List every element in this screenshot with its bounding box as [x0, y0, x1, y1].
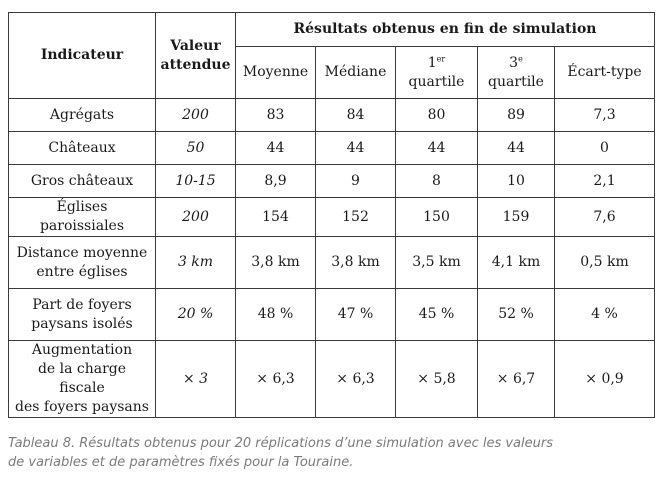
- header-q1: 1er quartile: [395, 46, 478, 99]
- mean-cell: 3,8 km: [235, 236, 316, 289]
- indicator-cell: Châteaux: [8, 131, 156, 165]
- std-cell: 2,1: [554, 164, 655, 198]
- table-row: Châteaux 50 44 44 44 44 0: [8, 131, 655, 165]
- median-cell: 44: [315, 131, 396, 165]
- header-q1-sup: er: [436, 53, 446, 63]
- median-cell: 84: [315, 98, 396, 132]
- std-cell: 7,3: [554, 98, 655, 132]
- header-q3-sup: e: [518, 53, 523, 63]
- indicator-label-line1: Augmentation: [31, 342, 133, 358]
- indicator-cell: Agrégats: [8, 98, 156, 132]
- q1-cell: 150: [395, 197, 478, 237]
- table-row: Part de foyers paysans isolés 20 % 48 % …: [8, 288, 655, 341]
- expected-cell: × 3: [155, 340, 236, 418]
- table-row: Distance moyenne entre églises 3 km 3,8 …: [8, 236, 655, 289]
- expected-cell: 3 km: [155, 236, 236, 289]
- caption-line2: de variables et de paramètres fixés pour…: [8, 455, 354, 470]
- expected-cell: 200: [155, 197, 236, 237]
- header-row-columns: Moyenne Médiane 1er quartile 3e quartile…: [9, 46, 655, 99]
- std-cell: 4 %: [554, 288, 655, 341]
- std-cell: 0,5 km: [554, 236, 655, 289]
- indicator-label: Agrégats: [49, 106, 115, 123]
- q3-cell: 89: [477, 98, 555, 132]
- indicator-label-line1: Part de foyers: [32, 296, 132, 313]
- header-expected: Valeur attendue: [155, 12, 236, 99]
- std-cell: 7,6: [554, 197, 655, 237]
- q3-cell: 4,1 km: [477, 236, 555, 289]
- q3-cell: 159: [477, 197, 555, 237]
- indicator-label-line3: des foyers paysans: [15, 399, 149, 415]
- header-q3-num: 3: [509, 54, 519, 71]
- header-mean-label: Moyenne: [242, 64, 309, 80]
- header-q1-num: 1: [427, 54, 437, 71]
- q1-cell: 3,5 km: [395, 236, 478, 289]
- q3-cell: 52 %: [477, 288, 555, 341]
- indicator-cell: Part de foyers paysans isolés: [8, 288, 156, 341]
- header-expected-line1: Valeur: [170, 37, 221, 54]
- mean-cell: 83: [235, 98, 316, 132]
- expected-cell: 200: [155, 98, 236, 132]
- median-cell: × 6,3: [315, 340, 396, 418]
- header-indicator-label: Indicateur: [40, 47, 124, 63]
- header-indicator: Indicateur: [8, 12, 156, 99]
- mean-cell: 48 %: [235, 288, 316, 341]
- table-row: Agrégats 200 83 84 80 89 7,3: [8, 98, 655, 132]
- mean-cell: 44: [235, 131, 316, 165]
- indicator-label: Gros châteaux: [30, 172, 134, 189]
- indicator-label-line2: paysans isolés: [31, 315, 133, 332]
- q1-cell: 44: [395, 131, 478, 165]
- indicator-label-line1: Distance moyenne: [16, 244, 148, 261]
- header-q3: 3e quartile: [477, 46, 555, 99]
- median-cell: 9: [315, 164, 396, 198]
- q1-cell: 45 %: [395, 288, 478, 341]
- indicator-cell: Églises paroissiales: [8, 197, 156, 237]
- header-row-group: Indicateur Valeur attendue Résultats obt…: [8, 12, 655, 99]
- mean-cell: × 6,3: [235, 340, 316, 418]
- median-cell: 152: [315, 197, 396, 237]
- mean-cell: 154: [235, 197, 316, 237]
- expected-cell: 50: [155, 131, 236, 165]
- header-median-label: Médiane: [324, 64, 387, 80]
- table-row: Églises paroissiales 200 154 152 150 159…: [8, 197, 655, 237]
- caption-line1: Tableau 8. Résultats obtenus pour 20 rép…: [8, 436, 553, 451]
- median-cell: 47 %: [315, 288, 396, 341]
- q3-cell: × 6,7: [477, 340, 555, 418]
- expected-cell: 20 %: [155, 288, 236, 341]
- indicator-cell: Gros châteaux: [8, 164, 156, 198]
- mean-cell: 8,9: [235, 164, 316, 198]
- header-results-group: Résultats obtenus en fin de simulation: [235, 12, 655, 47]
- results-table: Indicateur Valeur attendue Résultats obt…: [8, 12, 655, 418]
- header-median: Médiane: [315, 46, 396, 99]
- table-caption: Tableau 8. Résultats obtenus pour 20 rép…: [8, 434, 654, 472]
- indicator-cell: Augmentation de la charge fiscale des fo…: [8, 340, 156, 418]
- header-std: Écart-type: [554, 46, 655, 99]
- header-std-label: Écart-type: [567, 64, 642, 80]
- q1-cell: 80: [395, 98, 478, 132]
- header-q1-word: quartile: [408, 73, 465, 90]
- q3-cell: 44: [477, 131, 555, 165]
- indicator-label-line2: entre églises: [36, 263, 128, 280]
- std-cell: × 0,9: [554, 340, 655, 418]
- header-mean: Moyenne: [235, 46, 316, 99]
- header-expected-line2: attendue: [160, 56, 231, 73]
- table-row: Augmentation de la charge fiscale des fo…: [8, 340, 655, 418]
- header-q3-word: quartile: [488, 73, 544, 90]
- indicator-label: Châteaux: [48, 139, 116, 156]
- q1-cell: × 5,8: [395, 340, 478, 418]
- table-row: Gros châteaux 10-15 8,9 9 8 10 2,1: [8, 164, 655, 198]
- expected-cell: 10-15: [155, 164, 236, 198]
- indicator-label: Églises paroissiales: [39, 199, 125, 234]
- q1-cell: 8: [395, 164, 478, 198]
- header-results-group-label: Résultats obtenus en fin de simulation: [293, 21, 597, 37]
- std-cell: 0: [554, 131, 655, 165]
- indicator-cell: Distance moyenne entre églises: [8, 236, 156, 289]
- median-cell: 3,8 km: [315, 236, 396, 289]
- indicator-label-line2: de la charge fiscale: [37, 361, 127, 396]
- q3-cell: 10: [477, 164, 555, 198]
